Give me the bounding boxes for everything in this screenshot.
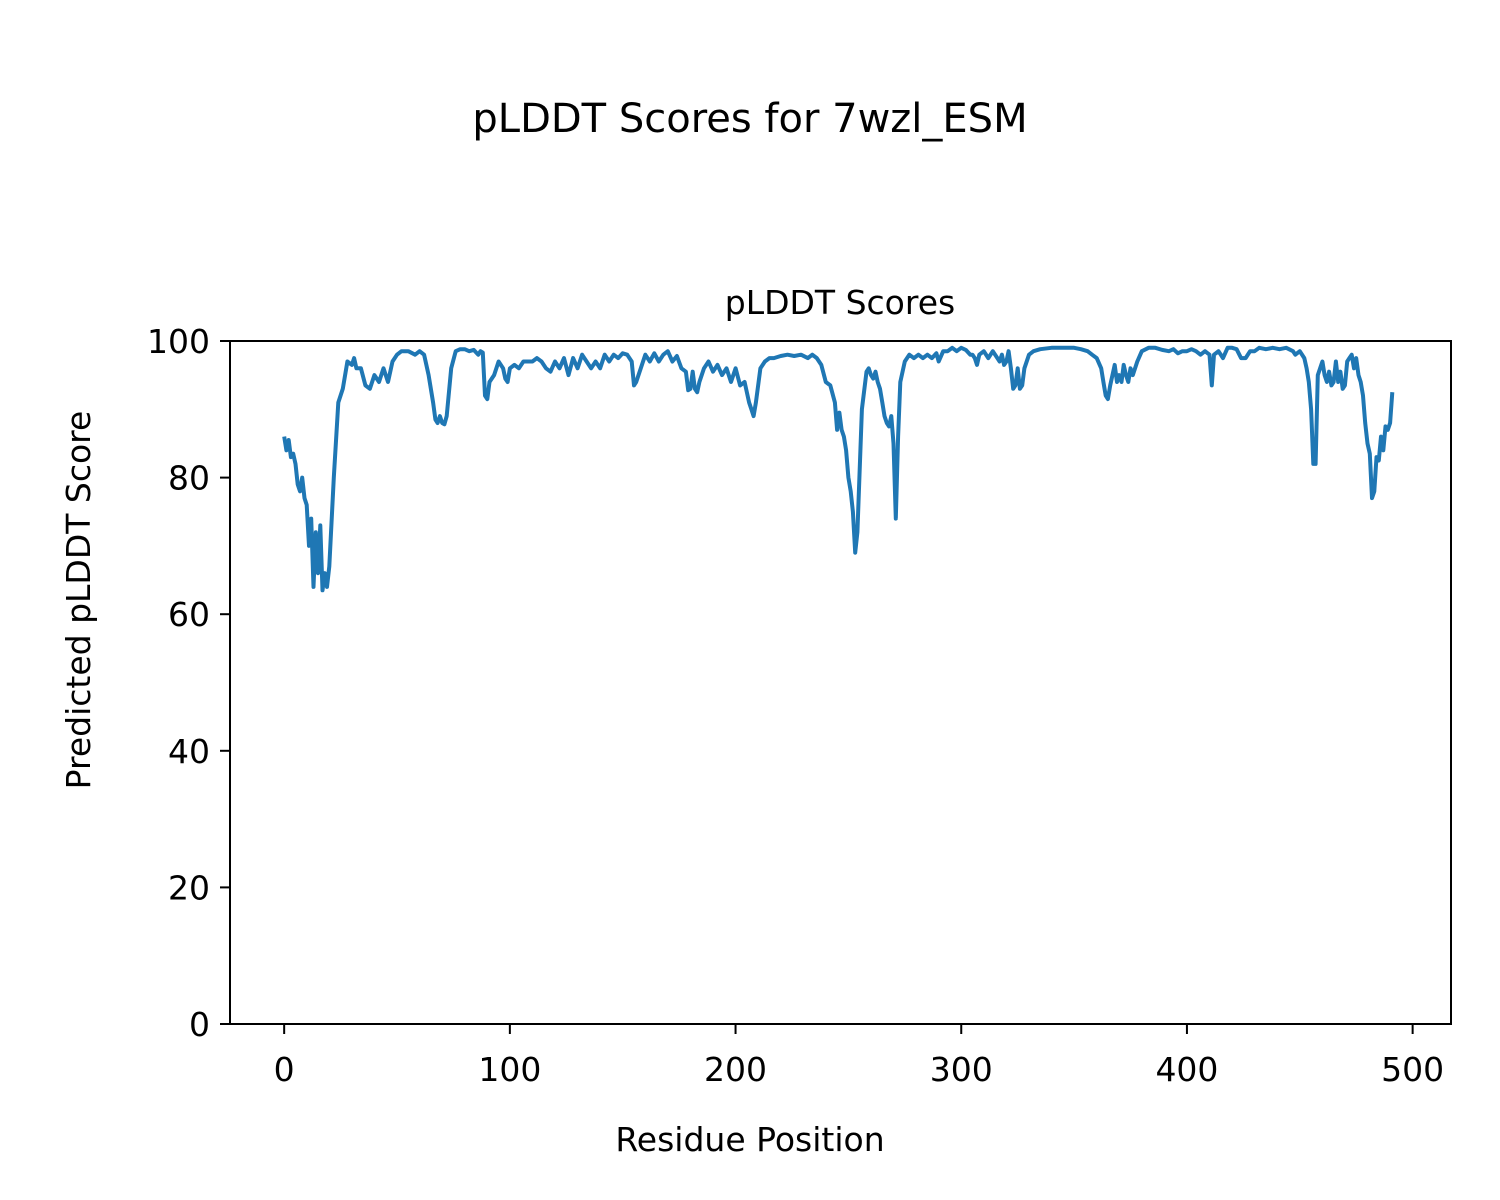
y-tick-label: 20 xyxy=(168,868,210,907)
x-tick-label: 0 xyxy=(274,1050,295,1089)
y-tick-label: 40 xyxy=(168,732,210,771)
x-tick-label: 200 xyxy=(704,1050,767,1089)
x-tick-label: 400 xyxy=(1155,1050,1218,1089)
axis-ticks: 0 100 200 300 400 500 0 20 40 60 80 100 xyxy=(147,322,1444,1089)
x-tick-label: 300 xyxy=(930,1050,993,1089)
plot-frame xyxy=(229,340,1452,1025)
chart-title: pLDDT Scores xyxy=(725,283,955,322)
x-axis-label: Residue Position xyxy=(615,1120,884,1159)
x-tick-label: 100 xyxy=(478,1050,541,1089)
y-axis-label: Predicted pLDDT Score xyxy=(59,411,98,790)
y-tick-label: 0 xyxy=(189,1005,210,1044)
figure-title: pLDDT Scores for 7wzl_ESM xyxy=(472,96,1027,142)
y-tick-label: 60 xyxy=(168,595,210,634)
y-tick-label: 100 xyxy=(147,322,210,361)
y-tick-label: 80 xyxy=(168,459,210,498)
series-line xyxy=(282,345,1395,593)
x-tick-label: 500 xyxy=(1381,1050,1444,1089)
